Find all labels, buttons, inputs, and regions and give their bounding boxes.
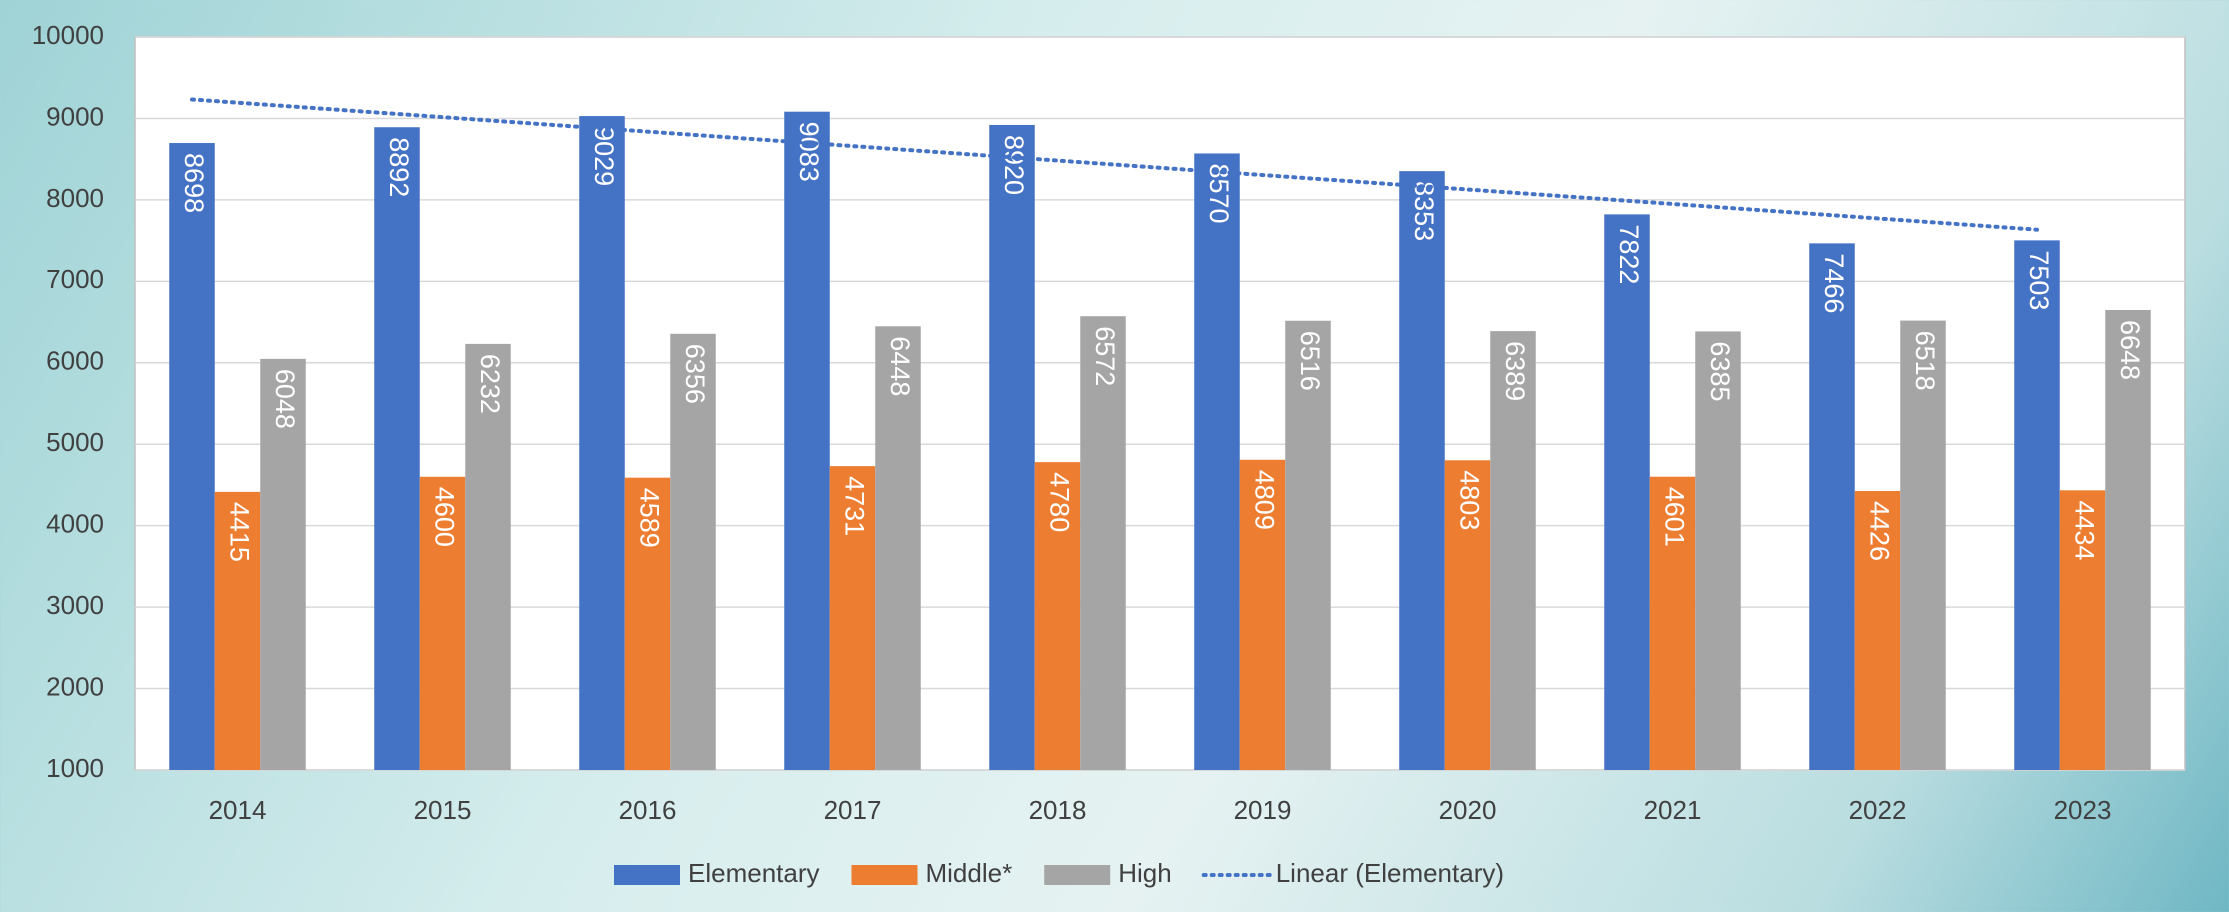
data-label: 8892 [384, 137, 414, 197]
x-tick-label: 2021 [1644, 795, 1702, 825]
x-tick-label: 2019 [1234, 795, 1292, 825]
y-tick-label: 5000 [46, 427, 104, 457]
data-label: 8353 [1409, 181, 1439, 241]
data-label: 7466 [1819, 253, 1849, 313]
bar [2059, 490, 2106, 770]
bar [1239, 459, 1286, 770]
x-tick-label: 2017 [824, 795, 882, 825]
y-tick-label: 10000 [32, 20, 104, 50]
data-label: 4600 [429, 487, 459, 547]
bar [579, 116, 625, 770]
y-tick-label: 2000 [46, 671, 104, 701]
bar [1854, 490, 1901, 770]
data-label: 6448 [885, 336, 915, 396]
x-tick-label: 2014 [209, 795, 267, 825]
legend-label: High [1118, 858, 1171, 888]
bar [670, 333, 716, 770]
data-label: 7822 [1614, 224, 1644, 284]
data-label: 6385 [1705, 341, 1735, 401]
y-tick-label: 7000 [46, 264, 104, 294]
legend-label: Linear (Elementary) [1276, 858, 1504, 888]
bar [1034, 462, 1081, 770]
bar [829, 466, 876, 770]
bar [1490, 331, 1536, 770]
bar [1809, 243, 1855, 770]
x-tick-label: 2022 [1849, 795, 1907, 825]
bar [624, 477, 671, 770]
bar [875, 326, 921, 770]
data-label: 4780 [1044, 472, 1074, 532]
data-label: 6232 [475, 354, 505, 414]
x-tick-label: 2023 [2054, 795, 2112, 825]
data-label: 4415 [224, 502, 254, 562]
x-tick-label: 2016 [619, 795, 677, 825]
bar [1604, 214, 1650, 771]
x-tick-label: 2015 [414, 795, 472, 825]
data-label: 8920 [999, 135, 1029, 195]
y-tick-label: 6000 [46, 346, 104, 376]
x-tick-label: 2018 [1029, 795, 1087, 825]
bar [989, 124, 1035, 770]
data-label: 4589 [634, 488, 664, 548]
legend-label: Elementary [688, 858, 820, 888]
data-label: 6516 [1295, 331, 1325, 391]
data-label: 6572 [1090, 326, 1120, 386]
y-tick-label: 4000 [46, 509, 104, 539]
data-label: 4434 [2069, 500, 2099, 560]
y-tick-label: 8000 [46, 183, 104, 213]
bar [1649, 476, 1696, 770]
data-label: 6048 [270, 369, 300, 429]
bar [260, 358, 306, 770]
data-label: 9083 [794, 122, 824, 182]
legend-swatch [851, 865, 918, 885]
data-label: 6648 [2115, 320, 2145, 380]
y-tick-label: 9000 [46, 101, 104, 131]
data-label: 7503 [2024, 250, 2054, 310]
legend-label: Middle* [926, 858, 1013, 888]
legend-swatch [1044, 865, 1111, 885]
legend-swatch [614, 865, 680, 885]
y-tick-label: 1000 [46, 753, 104, 783]
x-tick-label: 2020 [1439, 795, 1497, 825]
bar [2105, 310, 2151, 770]
bar [214, 491, 261, 770]
data-label: 4809 [1249, 470, 1279, 530]
bar [1399, 171, 1445, 770]
data-label: 6518 [1910, 331, 1940, 391]
bar [1444, 460, 1491, 770]
data-label: 9029 [589, 126, 619, 186]
data-label: 4731 [839, 476, 869, 536]
bar [2014, 240, 2060, 771]
data-label: 6389 [1500, 341, 1530, 401]
data-label: 4803 [1454, 470, 1484, 530]
data-label: 8698 [179, 153, 209, 213]
bar [419, 476, 466, 770]
data-label: 6356 [680, 344, 710, 404]
y-tick-label: 3000 [46, 590, 104, 620]
bar [374, 127, 420, 770]
bar [1194, 153, 1240, 770]
data-label: 4601 [1659, 487, 1689, 547]
data-label: 4426 [1864, 501, 1894, 561]
bar [1695, 331, 1741, 770]
bar [1080, 316, 1126, 770]
bar [1900, 320, 1946, 770]
bar [465, 343, 511, 770]
bar [784, 111, 830, 770]
bar [1285, 320, 1331, 770]
bar [169, 143, 215, 771]
